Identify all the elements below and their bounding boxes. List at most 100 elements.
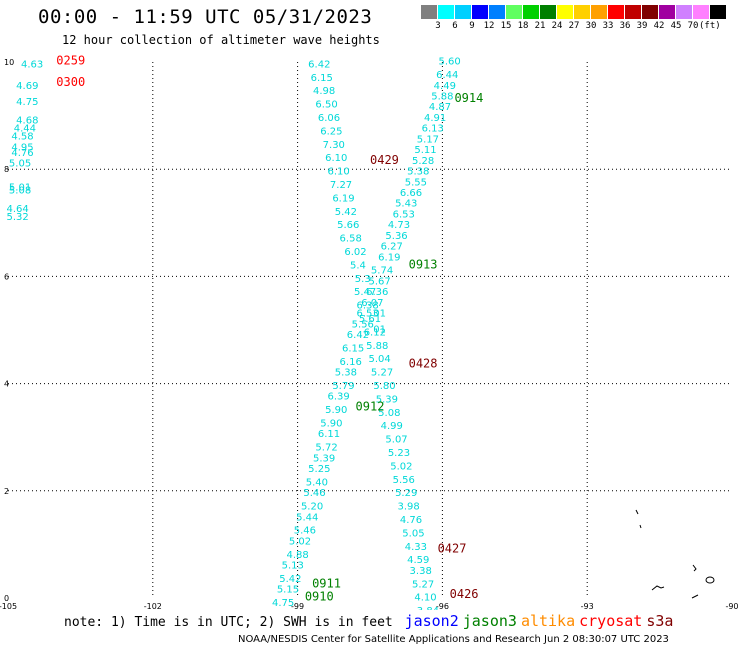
wave-height-value: 5.47 [354,287,376,298]
wave-height-value: 5.90 [320,418,342,429]
color-legend: 3 6 9 12 15 18 21 24 27 30 33 36 39 42 45 70 (ft) [421,5,727,33]
wave-height-value: 6.15 [311,73,333,84]
wave-height-value: 6.15 [342,343,364,354]
y-tick-label: 2 [4,487,9,496]
wave-height-value: 6.10 [325,153,347,164]
legend-label: 30 [585,21,597,31]
wave-height-value: 4.69 [16,81,38,92]
wave-height-value: 5.46 [294,526,316,537]
wave-height-value: 3.38 [410,566,432,577]
pass-time-label: 0426 [450,587,479,601]
wave-height-value: 6.07 [361,298,383,309]
wave-height-value: 5.15 [277,585,299,596]
track-west-edge: 4.63 4.69 4.75 4.684.444.584.954.765.05 5.01… [7,59,44,223]
wave-height-value: 5.56 [393,475,415,486]
legend-swatch [693,5,710,19]
pass-time-label: 0259 [56,54,85,68]
legend-labels: 3 6 9 12 15 18 21 24 27 30 33 36 39 42 45 70 (ft) [421,21,727,33]
x-tick-label: -102 [144,602,162,610]
satellite-legend: jason2 jason3 altika cryosat s3a [401,612,674,630]
wave-height-value: 5.88 [431,92,453,103]
wave-height-value: 5.60 [439,57,461,68]
wave-height-value: 5.23 [388,448,410,459]
wave-height-value: 5.01 [9,183,31,194]
wave-height-value: 5.90 [325,405,347,416]
wave-height-value: 5.55 [405,177,427,188]
wave-height-value: 5.44 [296,512,318,523]
legend-swatch [676,5,693,19]
legend-swatch [421,5,438,19]
legend-swatch [710,5,727,19]
wave-height-value: 4.99 [381,421,403,432]
legend-label: 21 [534,21,546,31]
credit-line: NOAA/NESDIS Center for Satellite Applica… [238,634,669,645]
pass-time-label: 0300 [56,75,85,89]
map-axes: -105 -102 -99 -96 -93 -90 0 2 4 6 8 10 [0,58,739,610]
legend-label: 39 [636,21,648,31]
wave-height-value: 4.49 [434,81,456,92]
wave-height-value: 5.74 [371,266,393,277]
wave-height-value: 4.91 [424,113,446,124]
wave-height-value: 6.53 [393,209,415,220]
pass-time-label: 0913 [409,257,438,271]
wave-height-value: 5.27 [412,579,434,590]
wave-height-value: 6.06 [318,113,340,124]
wave-height-value: 5.27 [371,368,393,379]
wave-height-value: 5.43 [395,199,417,210]
legend-label: 15 [500,21,512,31]
wave-height-value: 5.28 [412,156,434,167]
wave-height-value: 5.05 [402,528,424,539]
wave-height-value: 7.27 [330,180,352,191]
legend-label: 9 [469,21,475,31]
wave-height-value: 6.58 [340,234,362,245]
wave-height-value: 5.08 [9,185,31,196]
wave-height-value: 5.38 [335,368,357,379]
wave-height-value: 3.98 [397,502,419,513]
wave-height-value: 6.10 [327,167,349,178]
pass-time-label: 0912 [356,399,385,413]
wave-height-value: 5.32 [7,212,29,223]
coastline-fragments [635,509,715,599]
wave-height-value: 5.36 [385,231,407,242]
wave-height-value: 5.11 [414,145,436,156]
legend-label: 42 [653,21,665,31]
map-title: 00:00 - 11:59 UTC 05/31/2023 [38,6,373,28]
legend-swatch [659,5,676,19]
footer-note: note: 1) Time is in UTC; 2) SWH is in fe… [64,612,673,630]
wave-height-value: 4.75 [272,598,294,609]
map-subtitle: 12 hour collection of altimeter wave hei… [62,33,380,47]
wave-height-value: 6.53 [356,309,378,320]
wave-height-value: 5.04 [369,354,391,365]
wave-height-value: 4.98 [313,86,335,97]
wave-height-value: 5.20 [301,502,323,513]
wave-height-value: 4.75 [16,97,38,108]
legend-label: 18 [517,21,529,31]
wave-height-value: 4.76 [11,148,33,159]
wave-height-value: 6.13 [422,124,444,135]
satellite-name-jason3: jason3 [462,612,517,630]
satellite-name-s3a: s3a [646,612,674,630]
wave-height-value: 4.33 [405,542,427,553]
wave-height-value: 5.67 [369,276,391,287]
y-tick-label: 4 [4,380,9,389]
legend-swatches [421,5,727,19]
wave-height-value: 01 [373,325,386,336]
legend-swatch [540,5,557,19]
wave-height-value: 5.72 [315,443,337,454]
island-outline [635,509,715,599]
wave-height-value: 5.3 [355,274,371,285]
legend-label: 6 [452,21,458,31]
wave-height-value: 5.42 [279,574,301,585]
wave-height-value: 4.58 [11,132,33,143]
satellite-tracks: 4.634.694.754.684.444.584.954.765.055.01… [7,57,461,610]
legend-label: 24 [551,21,563,31]
wave-height-value: 5.88 [366,341,388,352]
satellite-name-cryosat: cryosat [579,612,643,630]
track-descending: 6.42 6.15 4.98 6.50 6.06 6.25 7.30 6.10 6.10 7.27… [308,59,439,610]
wave-height-value: 6.50 [315,100,337,111]
y-tick-label: 6 [4,272,9,281]
wave-height-value: 5.38 [407,167,429,178]
wave-height-value: 6.11 [318,429,340,440]
legend-swatch [574,5,591,19]
pass-time-label: 0427 [438,541,467,555]
